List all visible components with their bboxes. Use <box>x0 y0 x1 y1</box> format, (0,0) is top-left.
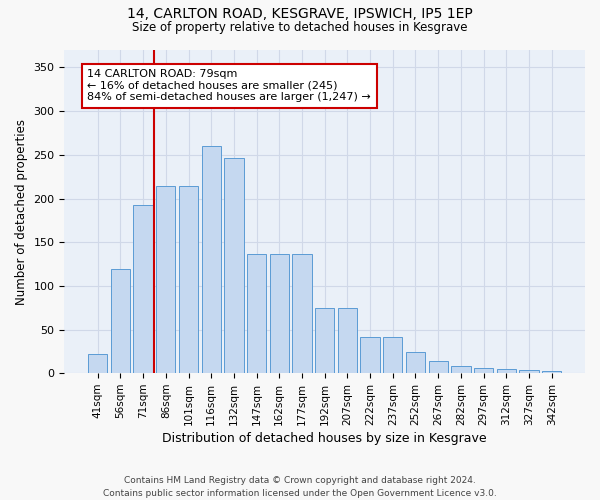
Bar <box>406 352 425 373</box>
Bar <box>202 146 221 373</box>
Bar <box>520 370 539 373</box>
Text: Contains HM Land Registry data © Crown copyright and database right 2024.
Contai: Contains HM Land Registry data © Crown c… <box>103 476 497 498</box>
Bar <box>315 308 334 373</box>
Bar <box>88 354 107 373</box>
X-axis label: Distribution of detached houses by size in Kesgrave: Distribution of detached houses by size … <box>163 432 487 445</box>
Bar <box>451 366 470 373</box>
Bar <box>269 254 289 373</box>
Bar <box>111 270 130 373</box>
Bar <box>361 338 380 373</box>
Bar <box>224 158 244 373</box>
Text: 14, CARLTON ROAD, KESGRAVE, IPSWICH, IP5 1EP: 14, CARLTON ROAD, KESGRAVE, IPSWICH, IP5… <box>127 8 473 22</box>
Bar <box>133 204 153 373</box>
Bar <box>497 369 516 373</box>
Bar <box>292 254 311 373</box>
Y-axis label: Number of detached properties: Number of detached properties <box>15 118 28 304</box>
Bar <box>338 308 357 373</box>
Bar <box>247 254 266 373</box>
Bar <box>156 186 175 373</box>
Bar <box>542 372 562 373</box>
Bar <box>474 368 493 373</box>
Bar <box>383 338 403 373</box>
Text: Size of property relative to detached houses in Kesgrave: Size of property relative to detached ho… <box>132 21 468 34</box>
Bar <box>179 186 198 373</box>
Bar <box>428 361 448 373</box>
Text: 14 CARLTON ROAD: 79sqm
← 16% of detached houses are smaller (245)
84% of semi-de: 14 CARLTON ROAD: 79sqm ← 16% of detached… <box>88 69 371 102</box>
